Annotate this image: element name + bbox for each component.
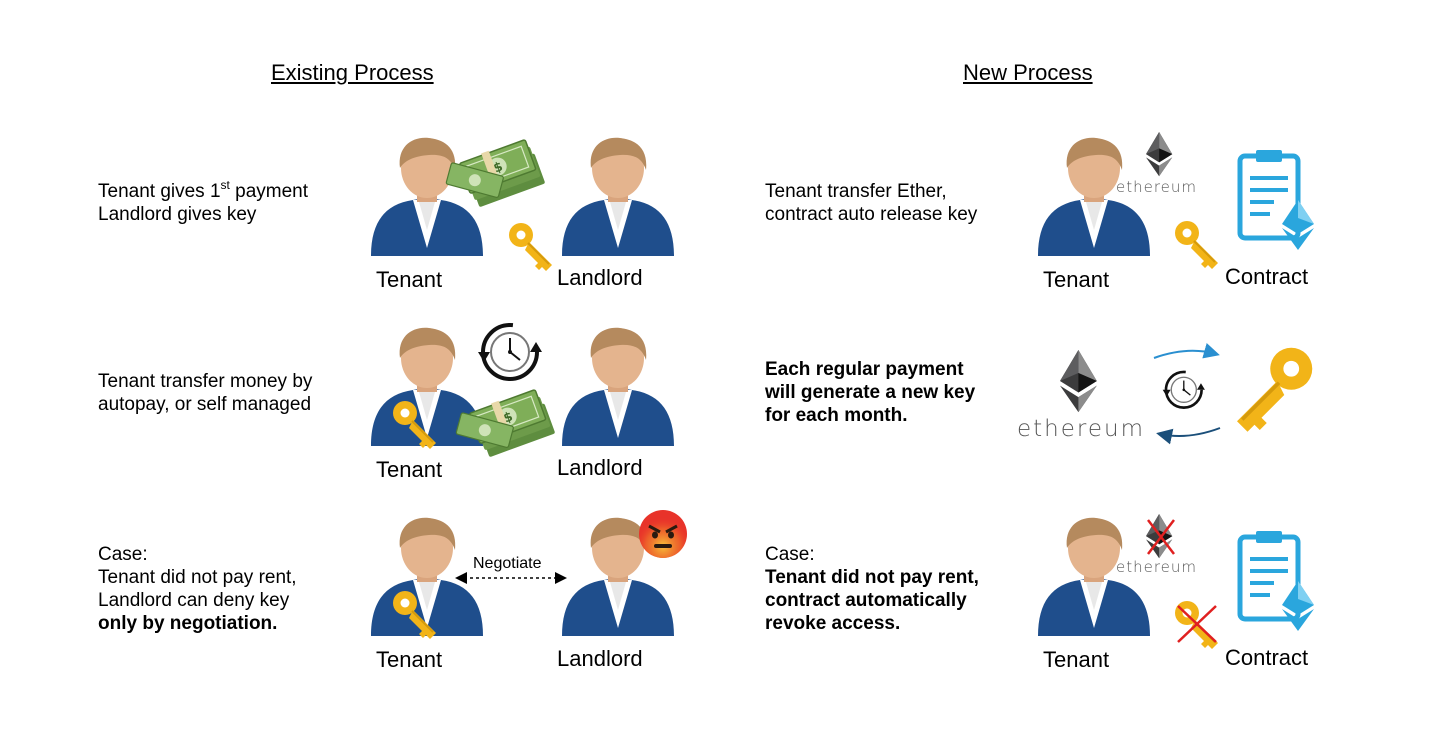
tenant-person-icon <box>1038 137 1150 256</box>
money-icon <box>455 385 557 460</box>
existing-row2-description: Tenant transfer money by autopay, or sel… <box>98 370 312 416</box>
ethereum-wordmark: ethereum <box>1017 416 1145 442</box>
key-crossed-icon <box>1174 600 1219 650</box>
key-icon <box>392 590 437 640</box>
existing-row3-line1: Case: <box>98 544 148 565</box>
new-row1-contract-label: Contract <box>1225 264 1309 289</box>
existing-row3-line2: Tenant did not pay rent, <box>98 567 297 588</box>
money-icon <box>445 135 547 210</box>
new-row2-description: Each regular payment will generate a new… <box>765 358 975 427</box>
new-row2-line2: will generate a new key <box>765 382 976 403</box>
ethereum-logo-crossed-icon <box>1146 514 1175 559</box>
ethereum-logo-icon <box>1146 132 1173 177</box>
negotiate-arrow <box>455 572 567 584</box>
contract-icon <box>1236 150 1318 254</box>
clock-icon <box>1161 370 1207 409</box>
new-row3-line2: Tenant did not pay rent, <box>765 567 979 588</box>
new-row3-line1: Case: <box>765 544 815 565</box>
clock-icon <box>476 323 544 381</box>
new-row3-line4: revoke access. <box>765 613 901 634</box>
new-row2-line3: for each month. <box>765 405 908 426</box>
new-row3-description: Case: Tenant did not pay rent, contract … <box>765 543 979 635</box>
existing-process-heading: Existing Process <box>271 60 434 85</box>
existing-row1-line1: Tenant gives 1st payment <box>98 178 309 202</box>
new-row3-contract-label: Contract <box>1225 645 1309 670</box>
landlord-person-icon <box>562 137 674 256</box>
existing-row2-tenant-label: Tenant <box>376 457 443 482</box>
existing-row2-line1: Tenant transfer money by <box>98 371 313 392</box>
backward-arrow <box>1156 427 1221 445</box>
new-row1-line2: contract auto release key <box>765 204 978 225</box>
existing-row3-line3: Landlord can deny key <box>98 590 290 611</box>
key-icon <box>392 400 437 450</box>
existing-row1-line2: Landlord gives key <box>98 204 257 225</box>
new-row2-line1: Each regular payment <box>765 359 964 380</box>
existing-row1-description: Tenant gives 1st payment Landlord gives … <box>98 178 309 226</box>
tenant-person-icon <box>1038 517 1150 636</box>
contract-icon <box>1236 531 1318 635</box>
existing-row1-tenant-label: Tenant <box>376 267 443 292</box>
existing-row2-landlord-label: Landlord <box>557 455 643 480</box>
new-row3-tenant-label: Tenant <box>1043 647 1110 672</box>
negotiate-label: Negotiate <box>473 555 542 572</box>
existing-row2-line2: autopay, or self managed <box>98 394 312 415</box>
new-process-heading: New Process <box>963 60 1093 85</box>
key-icon <box>1174 220 1219 270</box>
new-row1-tenant-label: Tenant <box>1043 267 1110 292</box>
key-icon <box>1235 346 1314 434</box>
ethereum-logo-icon <box>1060 350 1097 413</box>
key-icon <box>508 222 553 272</box>
ethereum-wordmark: ethereum <box>1116 558 1198 576</box>
new-row1-description: Tenant transfer Ether, contract auto rel… <box>765 180 977 226</box>
existing-row3-description: Case: Tenant did not pay rent, Landlord … <box>98 543 297 635</box>
existing-row3-tenant-label: Tenant <box>376 647 443 672</box>
new-row3-line3: contract automatically <box>765 590 967 611</box>
forward-arrow <box>1153 343 1220 359</box>
new-row1-line1: Tenant transfer Ether, <box>765 181 947 202</box>
existing-row3-line4: only by negotiation. <box>98 613 278 634</box>
angry-face-icon <box>637 508 689 560</box>
existing-row1-landlord-label: Landlord <box>557 265 643 290</box>
existing-row3-landlord-label: Landlord <box>557 646 643 671</box>
ethereum-wordmark: ethereum <box>1116 178 1198 196</box>
landlord-person-icon <box>562 327 674 446</box>
